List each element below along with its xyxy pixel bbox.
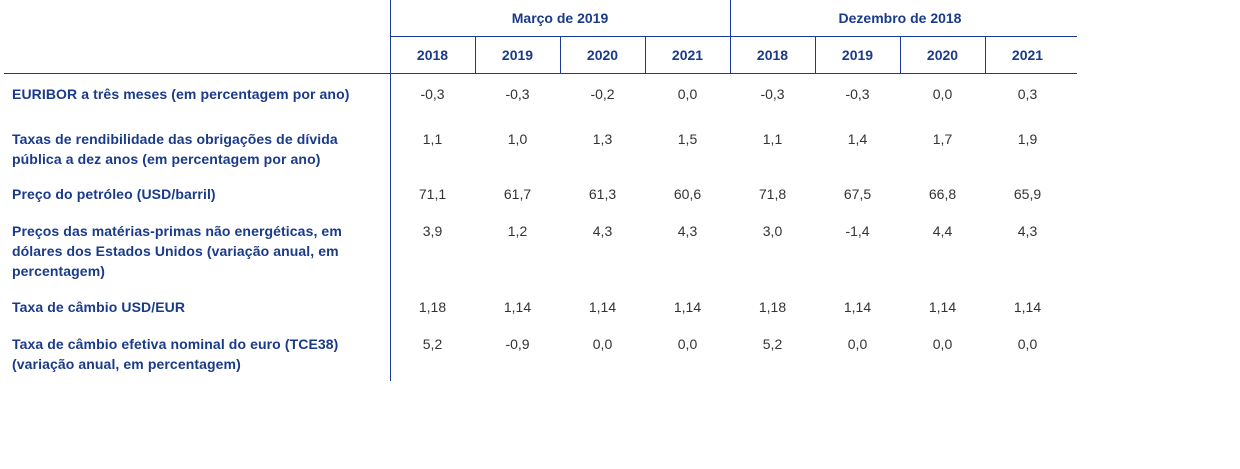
divider	[815, 36, 816, 73]
row-label: Taxas de rendibilidade das obrigações de…	[12, 131, 338, 167]
table-cell: 4,3	[677, 223, 698, 239]
table-cell: 67,5	[843, 186, 872, 202]
table-cell: 1,2	[507, 223, 528, 239]
row-label: Taxa de câmbio efetiva nominal do euro (…	[12, 336, 339, 372]
row-label: Taxa de câmbio USD/EUR	[12, 299, 186, 315]
table-cell: -0,9	[505, 336, 530, 352]
year-header: 2018	[756, 47, 789, 63]
table-cell: 1,14	[928, 299, 957, 315]
table-cell: 60,6	[673, 186, 702, 202]
table-cell: 1,1	[762, 131, 783, 147]
divider	[645, 36, 646, 73]
year-header: 2019	[501, 47, 534, 63]
table-cell: -1,4	[845, 223, 870, 239]
row-label: Preço do petróleo (USD/barril)	[12, 186, 216, 202]
table-cell: -0,3	[420, 86, 445, 102]
divider	[560, 36, 561, 73]
table-cell: 1,5	[677, 131, 698, 147]
table-cell: 0,0	[932, 86, 953, 102]
year-header: 2019	[841, 47, 874, 63]
table-cell: -0,3	[760, 86, 785, 102]
table-cell: 1,14	[843, 299, 872, 315]
table-cell: 3,9	[422, 223, 443, 239]
table-cell: 0,0	[677, 86, 698, 102]
divider	[985, 36, 986, 73]
table-cell: 5,2	[762, 336, 783, 352]
divider	[475, 36, 476, 73]
year-header: 2021	[1011, 47, 1044, 63]
table-cell: 0,0	[932, 336, 953, 352]
year-header: 2020	[586, 47, 619, 63]
table-cell: 4,3	[592, 223, 613, 239]
table-cell: 0,0	[1017, 336, 1038, 352]
table-cell: 65,9	[1013, 186, 1042, 202]
row-label: EURIBOR a três meses (em percentagem por…	[12, 86, 350, 102]
table-cell: 1,0	[507, 131, 528, 147]
table-cell: -0,2	[590, 86, 615, 102]
table-cell: -0,3	[505, 86, 530, 102]
table-cell: 1,14	[588, 299, 617, 315]
table-cell: -0,3	[845, 86, 870, 102]
table-cell: 71,8	[758, 186, 787, 202]
divider	[390, 36, 1077, 37]
table-cell: 66,8	[928, 186, 957, 202]
row-label: Preços das matérias-primas não energétic…	[12, 223, 342, 279]
divider	[900, 36, 901, 73]
table-cell: 0,0	[592, 336, 613, 352]
table-cell: 61,3	[588, 186, 617, 202]
divider	[4, 73, 1077, 74]
divider	[390, 0, 391, 381]
table-cell: 1,3	[592, 131, 613, 147]
table-cell: 0,3	[1017, 86, 1038, 102]
table-cell: 1,1	[422, 131, 443, 147]
table-cell: 1,14	[1013, 299, 1042, 315]
table-cell: 61,7	[503, 186, 532, 202]
table-cell: 1,14	[503, 299, 532, 315]
year-header: 2018	[416, 47, 449, 63]
group-header-march-2019: Março de 2019	[511, 10, 609, 26]
table-cell: 4,4	[932, 223, 953, 239]
table-cell: 4,3	[1017, 223, 1038, 239]
table-cell: 1,14	[673, 299, 702, 315]
table-cell: 3,0	[762, 223, 783, 239]
group-header-december-2018: Dezembro de 2018	[838, 10, 962, 26]
table-cell: 71,1	[418, 186, 447, 202]
table-cell: 1,18	[418, 299, 447, 315]
table-cell: 5,2	[422, 336, 443, 352]
year-header: 2021	[671, 47, 704, 63]
table-cell: 0,0	[677, 336, 698, 352]
table-cell: 1,9	[1017, 131, 1038, 147]
table-cell: 1,4	[847, 131, 868, 147]
table-cell: 0,0	[847, 336, 868, 352]
table-cell: 1,18	[758, 299, 787, 315]
table-cell: 1,7	[932, 131, 953, 147]
year-header: 2020	[926, 47, 959, 63]
